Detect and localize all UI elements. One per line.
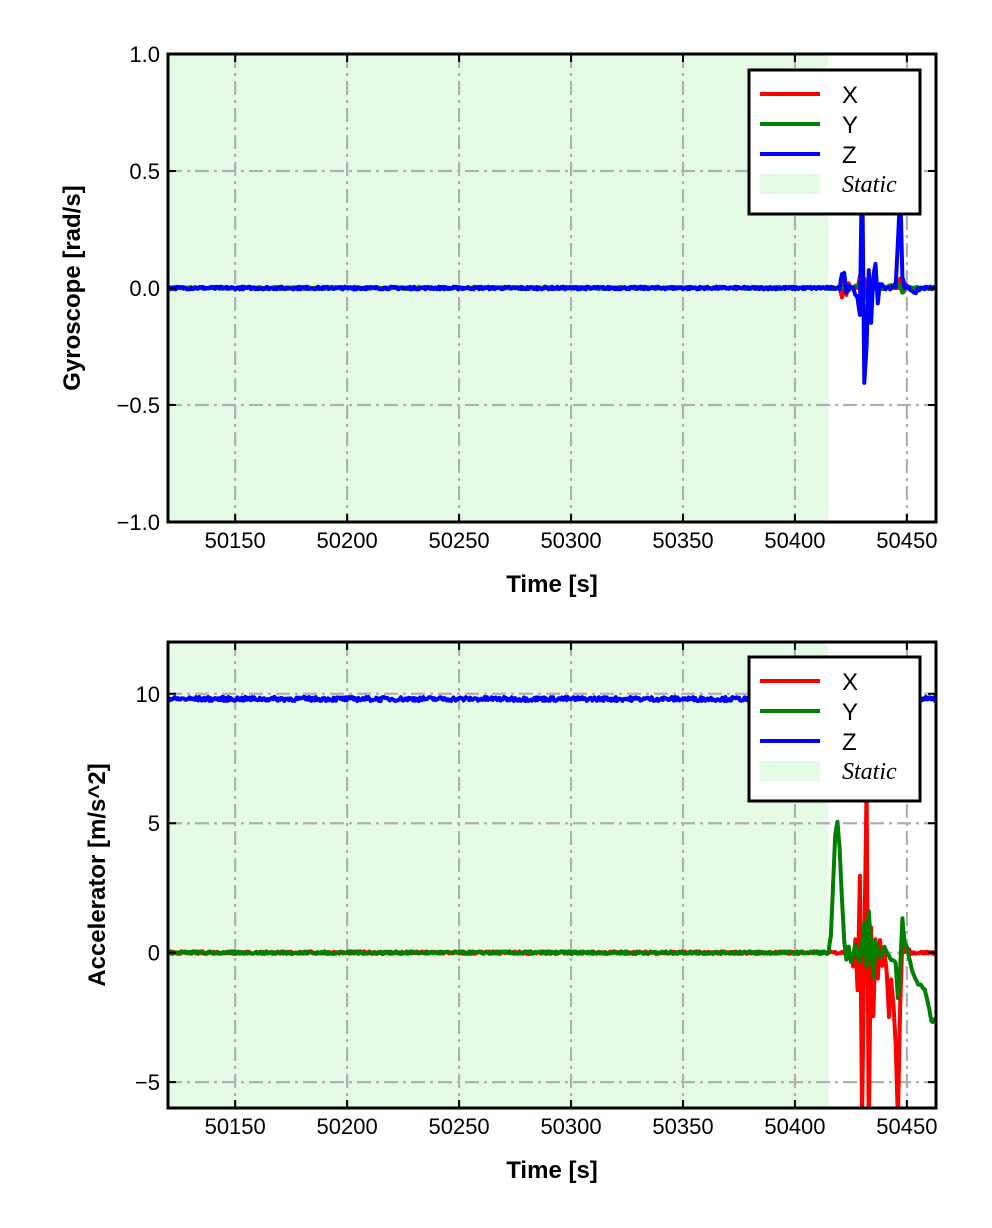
x-tick-label: 50350 — [652, 528, 713, 553]
x-tick-label: 50150 — [205, 528, 266, 553]
series-line-y — [168, 819, 936, 1024]
x-axis-label: Time [s] — [506, 1157, 598, 1184]
y-tick-label: 10 — [136, 682, 160, 707]
x-tick-label: 50350 — [652, 1114, 713, 1139]
x-axis-label: Time [s] — [506, 571, 598, 598]
legend-label-x: X — [842, 669, 858, 696]
legend-label-y: Y — [842, 699, 858, 726]
legend: XYZ Static — [747, 655, 922, 803]
legend-label-z: Z — [842, 142, 857, 169]
y-tick-label: 1.0 — [129, 42, 160, 67]
x-tick-label: 50200 — [317, 1114, 378, 1139]
y-axis-label: Gyroscope [rad/s] — [59, 185, 86, 390]
x-tick-label: 50250 — [428, 528, 489, 553]
y-tick-label: −0.5 — [117, 393, 160, 418]
legend-label-static: Static — [842, 172, 897, 198]
legend-swatch-static — [760, 761, 820, 781]
x-tick-label: 50300 — [540, 1114, 601, 1139]
accelerometer-plot: 50150 50200 50250 50300 50350 50400 50450 −5 0 5 1… — [84, 640, 938, 1184]
legend-label-x: X — [842, 82, 858, 109]
legend-label-y: Y — [842, 112, 858, 139]
x-tick-label: 50450 — [876, 1114, 937, 1139]
x-tick-label: 50150 — [205, 1114, 266, 1139]
y-tick-label: 0.0 — [129, 276, 160, 301]
x-tick-label: 50400 — [764, 1114, 825, 1139]
series-line-z — [168, 158, 936, 385]
y-tick-label: 0.5 — [129, 159, 160, 184]
legend-swatch-static — [760, 174, 820, 194]
x-tick-label: 50200 — [317, 528, 378, 553]
legend-label-static: Static — [842, 759, 897, 785]
y-axis-label: Accelerator [m/s^2] — [84, 763, 111, 986]
plot-frame — [166, 640, 938, 1110]
legend-label-z: Z — [842, 729, 857, 756]
legend: XYZ Static — [747, 68, 922, 216]
gyroscope-plot: 50150 50200 50250 50300 50350 50400 50450 −1.0 −… — [59, 42, 938, 598]
y-tick-label: −5 — [135, 1070, 160, 1095]
series-group — [168, 158, 936, 385]
y-tick-label: 5 — [148, 811, 160, 836]
y-tick-label: 0 — [148, 941, 160, 966]
x-tick-label: 50450 — [876, 528, 937, 553]
x-tick-label: 50400 — [764, 528, 825, 553]
static-region — [168, 642, 829, 1108]
x-tick-label: 50250 — [428, 1114, 489, 1139]
y-tick-label: −1.0 — [117, 510, 160, 535]
x-tick-label: 50300 — [540, 528, 601, 553]
